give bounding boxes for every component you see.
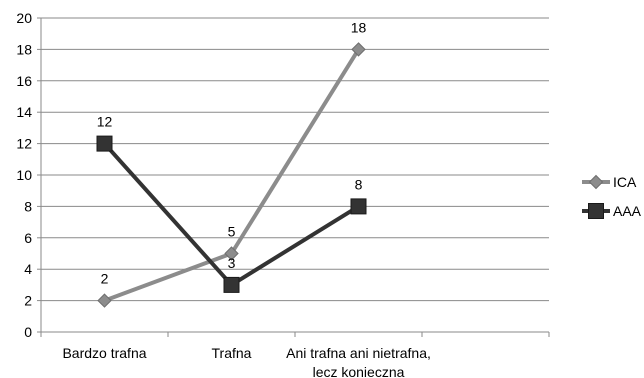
- y-tick-label: 6: [24, 230, 32, 246]
- y-axis-ticks: 0 2 4 6 8 10 12 14 16 18 20: [16, 10, 41, 340]
- legend-marker-aaa: [588, 203, 604, 219]
- y-tick-label: 8: [24, 198, 32, 214]
- point-aaa-1: [223, 276, 240, 293]
- point-ica-2: [351, 42, 366, 57]
- y-tick-label: 10: [16, 167, 32, 183]
- y-tick-label: 18: [16, 41, 32, 57]
- legend-label-ica: ICA: [613, 174, 637, 190]
- y-tick-label: 2: [24, 293, 32, 309]
- y-tick-label: 4: [24, 261, 32, 277]
- x-tick-label: Ani trafna ani nietrafna, lecz konieczna: [286, 345, 431, 378]
- point-aaa-2: [350, 198, 367, 215]
- data-label-aaa-2: 8: [355, 176, 363, 192]
- y-tick-label: 0: [24, 324, 32, 340]
- gridlines: [41, 17, 549, 302]
- y-tick-label: 12: [16, 136, 32, 152]
- x-axis-ticks: Bardzo trafna Trafna Ani trafna ani nietra…: [40, 332, 550, 378]
- data-label-ica-0: 2: [101, 271, 109, 287]
- data-label-aaa-0: 12: [97, 114, 113, 130]
- y-tick-label: 14: [16, 104, 32, 120]
- y-tick-label: 20: [16, 10, 32, 26]
- data-label-ica-2: 18: [351, 19, 367, 35]
- x-tick-label: Trafna: [212, 345, 252, 361]
- y-tick-label: 16: [16, 73, 32, 89]
- data-label-ica-1: 5: [228, 224, 236, 240]
- series-layer: [96, 42, 367, 308]
- legend-marker-ica: [588, 174, 604, 190]
- data-labels: 2 5 18 12 3 8: [97, 19, 367, 286]
- data-label-aaa-1: 3: [228, 255, 236, 271]
- point-ica-1: [224, 246, 239, 261]
- legend-label-aaa: AAA: [613, 203, 642, 219]
- point-aaa-0: [96, 135, 113, 152]
- point-ica-0: [97, 293, 112, 308]
- x-tick-label: Bardzo trafna: [62, 345, 146, 361]
- legend: ICA AAA: [582, 174, 642, 219]
